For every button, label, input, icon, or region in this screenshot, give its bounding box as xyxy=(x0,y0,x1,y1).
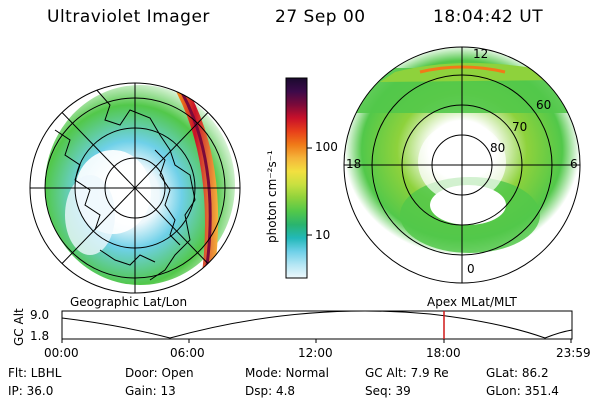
mlat-label-80: 80 xyxy=(490,141,506,155)
altitude-tick-low: 1.8 xyxy=(30,329,50,343)
geographic-frame xyxy=(29,82,241,294)
mlt-label-18: 18 xyxy=(346,157,362,171)
seq-info: Seq: 39 xyxy=(365,384,411,398)
glat-info: GLat: 86.2 xyxy=(486,366,549,380)
colorbar-label: photon cm⁻²s⁻¹ xyxy=(265,150,279,243)
geographic-image xyxy=(30,83,240,293)
geographic-caption: Geographic Lat/Lon xyxy=(70,295,188,309)
mode-info: Mode: Normal xyxy=(245,366,329,380)
time-tick-2359: 23:59 xyxy=(556,346,591,360)
date-label: 27 Sep 00 xyxy=(275,7,366,27)
mlt-label-6: 6 xyxy=(570,157,578,171)
colorbar-tick-100: 100 xyxy=(315,140,338,154)
instrument-title: Ultraviolet Imager xyxy=(47,7,210,27)
apex-frame xyxy=(343,46,581,284)
time-label: 18:04:42 UT xyxy=(433,7,544,27)
door-info: Door: Open xyxy=(125,366,194,380)
mlt-label-0: 0 xyxy=(467,262,475,276)
altitude-tick-high: 9.0 xyxy=(30,308,50,322)
gc-alt-info: GC Alt: 7.9 Re xyxy=(365,366,449,380)
mlt-label-12: 12 xyxy=(473,47,489,61)
colorbar-tick-10: 10 xyxy=(315,228,331,242)
mlat-label-60: 60 xyxy=(536,98,552,112)
colorbar xyxy=(285,77,312,279)
glon-info: GLon: 351.4 xyxy=(486,384,559,398)
apex-image xyxy=(344,47,580,283)
mlat-label-70: 70 xyxy=(512,120,528,134)
altitude-plot xyxy=(61,310,573,343)
gain-info: Gain: 13 xyxy=(125,384,176,398)
time-tick-1200: 12:00 xyxy=(298,346,333,360)
dsp-info: Dsp: 4.8 xyxy=(245,384,296,398)
time-tick-0600: 06:00 xyxy=(170,346,205,360)
filter-info: Flt: LBHL xyxy=(8,366,62,380)
altitude-axis-label: GC Alt xyxy=(12,308,26,346)
time-tick-1800: 18:00 xyxy=(426,346,461,360)
apex-caption: Apex MLat/MLT xyxy=(427,295,517,309)
time-tick-0000: 00:00 xyxy=(44,346,79,360)
ip-info: IP: 36.0 xyxy=(8,384,54,398)
